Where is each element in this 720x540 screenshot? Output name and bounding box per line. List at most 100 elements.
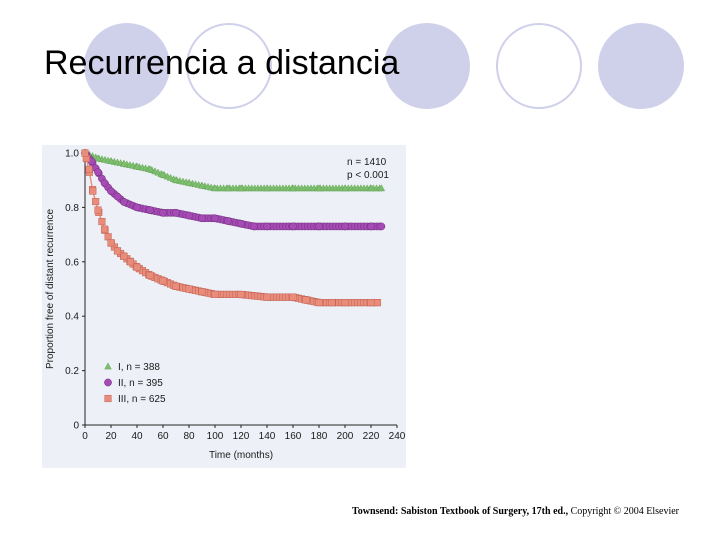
series-0-point-3 <box>120 159 128 167</box>
legend-label-2: III, n = 625 <box>118 394 166 405</box>
series-1-point-17 <box>263 222 271 231</box>
series-1-point-22 <box>377 222 386 231</box>
series-0-line <box>84 152 382 190</box>
series-2-point-10 <box>146 271 154 279</box>
series-2-point-13 <box>185 285 193 293</box>
series-0-point-14 <box>289 184 297 192</box>
series-0-point-16 <box>341 184 349 192</box>
series-2-censor-mark-7 <box>104 233 112 241</box>
series-1-point-7 <box>133 203 141 212</box>
x-tick-label-4: 80 <box>183 431 195 442</box>
series-2-point-12 <box>172 282 180 290</box>
series-0-point-4 <box>133 162 141 170</box>
series-1-point-16 <box>250 222 258 231</box>
x-tick-label-0: 0 <box>82 431 88 442</box>
series-2-point-4 <box>100 225 109 233</box>
citation-copyright: Copyright © 2004 Elsevier <box>570 506 679 517</box>
series-0-point-18 <box>377 184 386 192</box>
y-tick-label-2: 0.4 <box>65 312 79 323</box>
legend-marker-1 <box>104 378 112 387</box>
y-tick-label-4: 0.8 <box>65 203 79 214</box>
series-1-point-20 <box>341 222 349 231</box>
series-0-point-7 <box>172 176 180 183</box>
series-0-point-5 <box>146 165 154 173</box>
series-1-point-12 <box>198 214 206 223</box>
series-1-point-4 <box>107 187 115 195</box>
legend-label-1: II, n = 395 <box>118 378 163 389</box>
y-tick-label-5: 1.0 <box>65 149 79 160</box>
series-2-point-7 <box>120 252 128 260</box>
annotation-1: p < 0.001 <box>347 170 389 181</box>
series-0-point-13 <box>263 184 271 192</box>
series-0-point-1 <box>94 154 102 162</box>
chart-panel: 0 20 40 60 80 100 120 140 160 180 200 220 240 0 0.2 0.4… <box>42 145 406 468</box>
series-2-point-23 <box>367 299 375 307</box>
series-1-point-3 <box>100 179 109 187</box>
series-1-point-19 <box>315 222 323 231</box>
decor-circle-1 <box>84 23 170 109</box>
series-2-point-14 <box>198 288 206 296</box>
series-1-point-2 <box>94 168 102 176</box>
decor-circle-5 <box>598 23 684 109</box>
y-tick-label-3: 0.6 <box>65 257 79 268</box>
x-tick-label-6: 120 <box>233 431 250 442</box>
series-1-point-6 <box>120 198 128 206</box>
series-2-censor-mark-5 <box>98 217 106 226</box>
x-tick-label-8: 160 <box>285 431 302 442</box>
citation-source: Townsend: Sabiston Textbook of Surgery, … <box>352 506 569 517</box>
series-2-point-19 <box>302 296 310 304</box>
series-2-point-17 <box>263 293 271 301</box>
x-tick-label-9: 180 <box>311 431 328 442</box>
x-tick-label-11: 220 <box>363 431 380 442</box>
series-1-point-18 <box>289 222 297 231</box>
x-tick-label-3: 60 <box>157 431 169 442</box>
series-2-point-11 <box>159 277 167 285</box>
series-1-point-9 <box>159 208 167 217</box>
series-0-point-17 <box>367 184 375 192</box>
series-0-point-10 <box>211 184 219 192</box>
series-2-point-2 <box>89 187 97 195</box>
x-tick-label-12: 240 <box>389 431 406 442</box>
series-1-point-14 <box>224 217 232 225</box>
series-2-censor-mark-3 <box>92 198 100 206</box>
x-tick-label-2: 40 <box>131 431 143 442</box>
series-0-point-15 <box>315 184 323 192</box>
series-2-point-9 <box>133 263 141 271</box>
series-2-point-1 <box>85 165 93 173</box>
series-1-point-11 <box>185 211 193 220</box>
series-2-point-0 <box>81 149 89 157</box>
decor-circle-4 <box>496 23 582 109</box>
series-2-point-18 <box>289 293 297 301</box>
series-0-point-8 <box>185 178 193 186</box>
series-2-point-16 <box>237 290 245 298</box>
x-tick-label-5: 100 <box>207 431 224 442</box>
series-2-point-20 <box>315 299 323 307</box>
series-1-point-21 <box>367 222 375 231</box>
annotation-0: n = 1410 <box>347 157 387 168</box>
y-axis-label: Proportion free of distant recurrence <box>45 209 56 370</box>
series-0-point-12 <box>237 184 245 192</box>
series-2-point-8 <box>126 258 135 266</box>
series-1-point-13 <box>211 214 219 223</box>
x-tick-label-1: 20 <box>105 431 117 442</box>
x-axis-label: Time (months) <box>209 450 273 461</box>
citation: Townsend: Sabiston Textbook of Surgery, … <box>352 506 679 517</box>
series-0-point-6 <box>159 170 167 178</box>
series-2-point-6 <box>113 247 122 255</box>
y-tick-label-1: 0.2 <box>65 366 79 377</box>
series-2-point-15 <box>211 290 219 298</box>
legend-label-0: I, n = 388 <box>118 362 160 373</box>
x-tick-label-7: 140 <box>259 431 276 442</box>
series-1-point-10 <box>172 208 180 217</box>
series-0-point-9 <box>198 181 206 189</box>
series-0-point-11 <box>224 184 232 192</box>
decor-circle-2 <box>186 23 272 109</box>
series-2-point-22 <box>341 299 349 307</box>
series-2-point-3 <box>94 206 102 214</box>
y-tick-label-0: 0 <box>73 421 79 432</box>
series-2-point-24 <box>373 299 382 307</box>
series-0-point-2 <box>107 157 115 164</box>
slide-title: Recurrencia a distancia <box>44 44 400 82</box>
series-2-point-21 <box>328 299 336 307</box>
legend-marker-0 <box>104 362 112 370</box>
